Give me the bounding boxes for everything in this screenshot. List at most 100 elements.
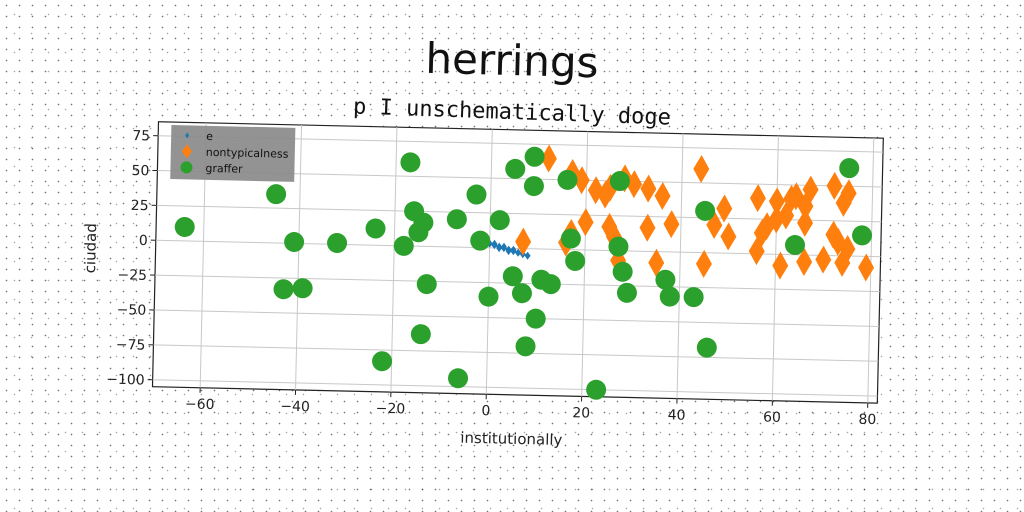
legend-marker-e [185, 132, 190, 139]
data-point-graffer [612, 261, 633, 282]
data-point-graffer [372, 351, 393, 372]
data-point-nontypicalness [826, 171, 843, 200]
y-tick-label: 0 [139, 233, 148, 249]
data-point-nontypicalness [573, 166, 590, 195]
x-tick-label: −60 [185, 396, 215, 413]
data-point-graffer [511, 283, 532, 304]
grid-line-x [390, 127, 398, 393]
data-points [174, 144, 875, 400]
x-tick-label: 20 [572, 405, 590, 421]
legend-marker-graffer [180, 161, 193, 174]
data-point-graffer [785, 235, 806, 256]
data-point-nontypicalness [796, 247, 813, 276]
plot-area: −60 −40 −20 0 20 40 60 80 7550250−25−50−75−100 … [81, 121, 884, 449]
data-point-graffer [327, 232, 348, 253]
y-tick-label: −75 [116, 337, 146, 354]
grid-line-y [156, 204, 882, 223]
data-point-nontypicalness [815, 245, 832, 274]
data-point-graffer [695, 200, 716, 221]
data-point-graffer [540, 274, 561, 295]
data-point-nontypicalness [706, 211, 723, 240]
data-point-graffer [609, 171, 630, 192]
y-tick-label: 25 [131, 198, 149, 214]
legend-label-graffer: graffer [205, 162, 243, 176]
y-tick-label: 50 [131, 163, 149, 179]
data-point-nontypicalness [640, 174, 657, 203]
data-point-graffer [523, 176, 544, 197]
y-tick-labels: 75 50 25 0 −25 −50 −75 −100 [106, 128, 150, 389]
data-point-graffer [586, 379, 607, 400]
data-point-graffer [416, 274, 437, 295]
data-point-graffer [413, 212, 434, 233]
x-tick-label: 60 [763, 410, 781, 426]
data-point-nontypicalness [802, 175, 819, 204]
data-point-nontypicalness [720, 222, 737, 251]
legend-marker-nontypicalness [181, 144, 192, 159]
data-point-graffer [505, 158, 526, 179]
data-point-nontypicalness [515, 227, 532, 256]
data-point-nontypicalness [626, 170, 643, 199]
grid-line-y [153, 344, 879, 362]
legend-label-nontypicalness: nontypicalness [206, 146, 289, 161]
data-point-graffer [557, 169, 578, 190]
data-point-graffer [696, 337, 717, 358]
data-point-graffer [410, 324, 431, 345]
data-point-graffer [273, 279, 294, 300]
data-point-nontypicalness [858, 253, 875, 282]
data-point-e [524, 251, 531, 260]
grid-line-y [152, 379, 878, 397]
legend-box [170, 125, 296, 182]
data-point-graffer [365, 218, 386, 239]
x-tick-label: −40 [280, 399, 310, 416]
data-point-graffer [470, 230, 491, 251]
grid-line-x [485, 129, 493, 395]
data-point-graffer [655, 269, 676, 290]
data-point-graffer [616, 282, 637, 303]
data-point-nontypicalness [797, 208, 814, 237]
data-point-nontypicalness [540, 144, 557, 173]
y-tick-label: −50 [116, 302, 146, 319]
x-tick-labels: −60 −40 −20 0 20 40 60 80 [185, 396, 877, 428]
legend-label-e: e [206, 130, 213, 143]
data-point-e [496, 244, 503, 253]
data-point-nontypicalness [587, 176, 604, 205]
data-point-graffer [524, 146, 545, 167]
data-point-graffer [446, 209, 467, 230]
data-point-graffer [466, 184, 487, 205]
x-tick-label: 0 [481, 403, 490, 419]
x-axis-label: institutionally [460, 429, 563, 449]
data-point-nontypicalness [716, 194, 733, 223]
y-tick-label: 75 [132, 128, 150, 144]
data-point-nontypicalness [834, 248, 851, 277]
data-point-graffer [525, 308, 546, 329]
data-point-nontypicalness [788, 182, 805, 211]
data-point-graffer [852, 225, 873, 246]
data-point-nontypicalness [577, 208, 594, 237]
grid-line-x [676, 133, 684, 399]
data-point-graffer [489, 210, 510, 231]
data-point-graffer [284, 232, 305, 253]
data-point-graffer [478, 286, 499, 307]
data-point-nontypicalness [825, 220, 842, 249]
data-point-graffer [608, 236, 629, 257]
data-point-graffer [560, 228, 581, 249]
data-point-nontypicalness [835, 188, 852, 217]
data-point-nontypicalness [663, 210, 680, 239]
data-point-graffer [683, 287, 704, 308]
data-point-graffer [400, 152, 421, 173]
data-point-graffer [292, 278, 313, 299]
data-point-e [500, 242, 507, 251]
y-tick-label: −25 [117, 267, 147, 284]
data-point-graffer [174, 216, 195, 237]
x-tick-label: 40 [668, 407, 686, 423]
x-tick-label: 80 [858, 412, 876, 428]
data-point-nontypicalness [648, 248, 665, 277]
data-point-nontypicalness [601, 212, 618, 241]
data-point-nontypicalness [654, 181, 671, 210]
data-point-nontypicalness [749, 184, 766, 213]
y-tick-label: −100 [106, 372, 145, 389]
axes-frame [151, 121, 884, 404]
data-point-graffer [515, 336, 536, 357]
